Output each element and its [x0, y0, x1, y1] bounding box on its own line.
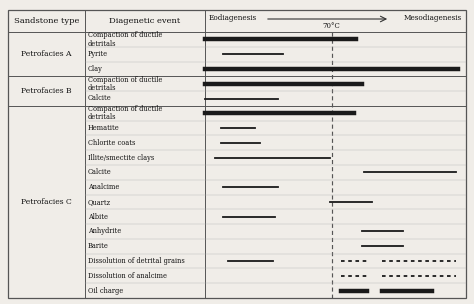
- Text: Chlorite coats: Chlorite coats: [88, 139, 136, 147]
- Text: Hematite: Hematite: [88, 124, 120, 132]
- Text: Petrofacies A: Petrofacies A: [21, 50, 72, 58]
- Text: Quartz: Quartz: [88, 198, 111, 206]
- Text: 70°C: 70°C: [323, 22, 340, 30]
- Text: Compaction of ductile
detritals: Compaction of ductile detritals: [88, 76, 163, 92]
- Text: Pyrite: Pyrite: [88, 50, 108, 58]
- Text: Barite: Barite: [88, 242, 109, 250]
- Text: Petrofacies C: Petrofacies C: [21, 198, 72, 206]
- Text: Compaction of ductile
detritals: Compaction of ductile detritals: [88, 31, 163, 47]
- Text: Anhydrite: Anhydrite: [88, 227, 121, 236]
- Text: Compaction of ductile
detritals: Compaction of ductile detritals: [88, 105, 163, 121]
- Text: Calcite: Calcite: [88, 95, 112, 102]
- Text: Albite: Albite: [88, 213, 108, 221]
- Text: Mesodiagenesis: Mesodiagenesis: [404, 14, 462, 22]
- Text: Petrofacies B: Petrofacies B: [21, 87, 72, 95]
- Text: Oil charge: Oil charge: [88, 287, 123, 295]
- Text: Dissolution of analcime: Dissolution of analcime: [88, 272, 167, 280]
- Text: Dissolution of detrital grains: Dissolution of detrital grains: [88, 257, 185, 265]
- Text: Analcime: Analcime: [88, 183, 119, 191]
- Text: Eodiagenesis: Eodiagenesis: [209, 14, 257, 22]
- Text: Illite/smectite clays: Illite/smectite clays: [88, 154, 154, 162]
- Text: Sandstone type: Sandstone type: [14, 17, 79, 25]
- Text: Diagenetic event: Diagenetic event: [109, 17, 181, 25]
- Text: Clay: Clay: [88, 65, 103, 73]
- Text: Calcite: Calcite: [88, 168, 112, 176]
